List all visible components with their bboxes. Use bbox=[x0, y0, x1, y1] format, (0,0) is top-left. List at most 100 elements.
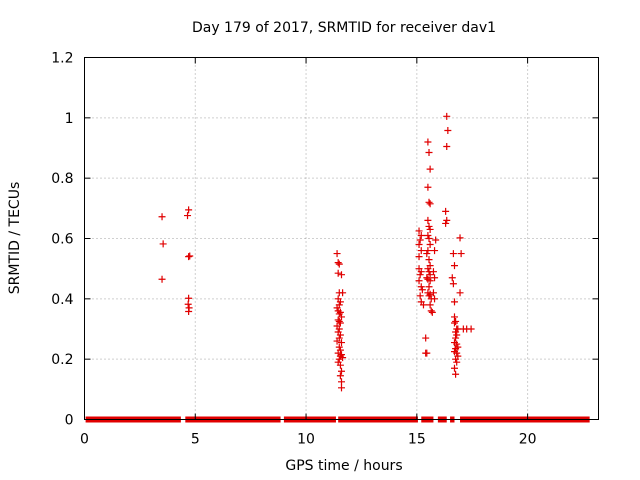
data-point bbox=[423, 250, 431, 258]
data-point bbox=[432, 236, 440, 244]
data-point bbox=[426, 277, 434, 285]
data-point bbox=[338, 351, 345, 359]
y-tick-label: 1.2 bbox=[51, 51, 73, 67]
data-point bbox=[416, 292, 424, 300]
data-point bbox=[417, 268, 425, 276]
data-point bbox=[415, 253, 423, 261]
data-point bbox=[429, 268, 437, 276]
data-point bbox=[424, 247, 432, 255]
data-layer bbox=[85, 112, 590, 423]
data-point bbox=[419, 301, 427, 309]
data-point bbox=[416, 236, 424, 244]
data-point bbox=[158, 213, 166, 221]
data-point bbox=[186, 252, 194, 260]
data-point bbox=[335, 325, 343, 333]
data-point bbox=[336, 298, 344, 306]
data-point bbox=[427, 307, 435, 315]
data-point bbox=[467, 325, 475, 333]
data-point bbox=[426, 290, 434, 298]
data-point bbox=[424, 265, 432, 273]
data-point bbox=[428, 308, 436, 316]
data-point bbox=[426, 241, 434, 249]
data-point bbox=[425, 283, 433, 291]
data-point bbox=[453, 358, 461, 366]
data-point bbox=[425, 149, 433, 157]
data-point bbox=[424, 138, 432, 146]
y-tick-label: 1 bbox=[65, 111, 74, 127]
data-point bbox=[335, 260, 343, 268]
data-point bbox=[422, 334, 430, 342]
y-tick-label: 0.6 bbox=[51, 232, 73, 248]
data-point bbox=[426, 200, 434, 208]
data-point bbox=[443, 216, 451, 224]
y-axis-label: SRMTID / TECUs bbox=[7, 182, 23, 295]
x-tick-label: 20 bbox=[519, 432, 537, 448]
data-point bbox=[185, 253, 193, 261]
data-point bbox=[424, 231, 432, 239]
data-point bbox=[185, 294, 193, 302]
data-point bbox=[338, 313, 345, 321]
data-point bbox=[457, 250, 465, 258]
data-point bbox=[418, 286, 426, 294]
data-point bbox=[417, 231, 425, 239]
y-tick-label: 0.2 bbox=[51, 352, 73, 368]
data-point bbox=[424, 183, 432, 191]
data-point bbox=[184, 300, 192, 308]
data-point bbox=[425, 256, 433, 264]
data-point bbox=[450, 298, 458, 306]
data-point bbox=[431, 247, 439, 255]
data-point bbox=[185, 308, 193, 316]
axis-ticks: 0 0.2 0.4 0.6 0.8 1 1.2 0 5 10 15 20 bbox=[51, 51, 599, 448]
data-point bbox=[450, 319, 458, 327]
data-point bbox=[426, 225, 434, 233]
data-point bbox=[338, 378, 345, 386]
data-point bbox=[456, 289, 464, 297]
data-point bbox=[425, 198, 433, 206]
data-point bbox=[453, 331, 461, 339]
data-point bbox=[426, 271, 434, 279]
chart-title: Day 179 of 2017, SRMTID for receiver dav… bbox=[192, 20, 496, 36]
data-point bbox=[423, 274, 431, 282]
data-point bbox=[417, 247, 425, 255]
data-point bbox=[429, 289, 437, 297]
data-point bbox=[416, 271, 424, 279]
data-point bbox=[159, 240, 167, 248]
data-point bbox=[425, 222, 433, 230]
data-point bbox=[335, 343, 343, 351]
data-point bbox=[424, 216, 432, 224]
data-point bbox=[333, 337, 341, 345]
data-point bbox=[444, 127, 452, 135]
data-point bbox=[450, 313, 458, 321]
data-point bbox=[338, 367, 345, 375]
data-point bbox=[450, 364, 458, 372]
data-point bbox=[335, 355, 343, 363]
data-point bbox=[453, 349, 461, 357]
x-tick-label: 10 bbox=[297, 432, 315, 448]
data-point bbox=[452, 317, 460, 325]
data-point bbox=[339, 289, 347, 297]
data-point bbox=[415, 277, 423, 285]
data-point bbox=[338, 271, 345, 279]
data-point bbox=[334, 259, 342, 267]
data-point bbox=[415, 241, 423, 249]
data-point bbox=[426, 301, 434, 309]
data-point bbox=[423, 349, 431, 357]
data-point bbox=[449, 250, 457, 258]
data-point bbox=[431, 295, 439, 303]
data-point bbox=[336, 319, 344, 327]
data-point bbox=[339, 354, 347, 362]
y-tick-label: 0.4 bbox=[51, 292, 73, 308]
data-point bbox=[336, 361, 344, 369]
data-point bbox=[448, 274, 456, 282]
data-point bbox=[417, 283, 425, 291]
data-point bbox=[335, 317, 343, 325]
x-tick-label: 0 bbox=[80, 432, 89, 448]
data-point bbox=[450, 262, 458, 270]
data-point bbox=[158, 275, 166, 283]
data-point bbox=[442, 219, 450, 227]
data-point bbox=[338, 339, 345, 347]
data-point bbox=[449, 280, 457, 288]
x-axis-label: GPS time / hours bbox=[285, 458, 402, 474]
data-point bbox=[425, 235, 433, 242]
